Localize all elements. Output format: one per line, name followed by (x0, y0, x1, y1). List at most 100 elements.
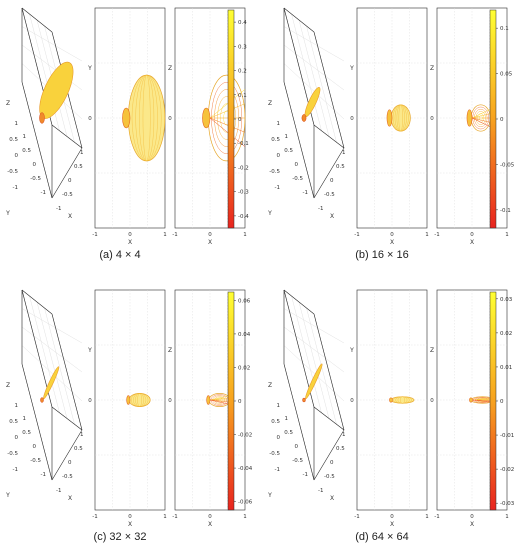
iso-grid-line (306, 25, 337, 143)
colorbar-tick-label: -0.05 (500, 162, 515, 168)
iso-z-tick: 1 (277, 403, 281, 409)
colorbar-tick-label: 0.02 (238, 365, 250, 371)
y-axis-label: Z (430, 347, 434, 354)
x-axis-label: X (390, 239, 394, 246)
iso-y-tick: -1 (41, 190, 46, 196)
x-axis-label: X (128, 239, 132, 246)
lobe-mesh-line (209, 397, 231, 401)
iso-y-tick: -0.5 (292, 458, 303, 464)
y-axis-label: Y (87, 347, 92, 354)
iso-frame-edge (51, 313, 83, 431)
colorbar-tick-label: 0.04 (238, 332, 251, 338)
view-xy: -1 0 1 X Y 0 (87, 289, 167, 528)
iso-z-tick: 0 (277, 153, 281, 159)
iso-y-tick: -0.5 (292, 176, 303, 182)
panel-caption: (a) 4 × 4 (99, 249, 140, 261)
colorbar-tick-label: 0.4 (238, 20, 247, 26)
iso-back-lobe (40, 397, 44, 403)
iso-x-label: X (330, 495, 334, 502)
x-tick: 1 (425, 232, 429, 238)
iso-main-lobe (305, 363, 323, 400)
iso-x-tick: -0.5 (62, 192, 73, 198)
iso-grid-line (21, 26, 83, 62)
iso-y-tick: 0 (295, 444, 299, 450)
lobe-mesh-line (471, 117, 491, 128)
iso-z-tick: -0.5 (269, 169, 280, 175)
lobe-mesh-ring (474, 108, 488, 127)
iso-x-tick: 0.5 (336, 164, 345, 170)
y-tick: 0 (350, 116, 354, 122)
iso-grid-line (283, 44, 345, 91)
colorbar: 0.03 0.02 0.01 0 -0.01 -0.02 -0.03 (489, 291, 515, 511)
iso-z-tick: 0 (15, 435, 19, 441)
iso-z-label: Z (6, 382, 10, 389)
colorbar-gradient (227, 291, 235, 511)
colorbar-tick-label: 0.05 (500, 72, 513, 78)
main-lobe (128, 393, 151, 407)
iso-frame-edge (283, 7, 315, 33)
iso-grid-line (21, 326, 83, 373)
iso-frame-edge (313, 429, 345, 481)
back-lobe (386, 109, 393, 127)
iso-x-tick: -0.5 (324, 474, 335, 480)
colorbar-tick-label: -0.2 (238, 165, 249, 171)
iso-grid-line (298, 19, 330, 137)
x-tick: -1 (354, 232, 359, 238)
iso-frame-edge (313, 147, 345, 199)
lobe-mesh-ring (214, 396, 226, 404)
x-tick: 0 (390, 232, 394, 238)
iso-frame-edge (51, 406, 83, 431)
colorbar-tick-label: -0.04 (238, 466, 253, 472)
y-tick: 0 (350, 398, 354, 404)
colorbar-tick-label: -0.1 (238, 141, 249, 147)
iso-y-tick: 0.5 (22, 430, 31, 436)
iso-grid-line (283, 63, 345, 120)
iso-z-tick: 0.5 (9, 419, 18, 425)
iso-frame-edge (283, 289, 315, 315)
back-lobe (202, 107, 211, 129)
x-tick: 0 (390, 514, 394, 520)
lobe-mesh-line (471, 117, 491, 123)
iso-main-lobe (43, 366, 60, 400)
iso-grid-line (36, 301, 68, 419)
x-tick: 0 (470, 232, 474, 238)
lobe-mesh-ring (131, 74, 162, 162)
x-tick: 1 (163, 232, 167, 238)
y-tick: 0 (88, 398, 92, 404)
iso-z-tick: -1 (275, 185, 280, 191)
colorbar-tick-label: 0.06 (238, 298, 251, 304)
lobe-mesh-ring (475, 111, 486, 125)
iso-x-tick: 1 (342, 150, 346, 156)
colorbar-tick-label: 0.02 (500, 331, 512, 337)
x-tick: 1 (163, 514, 167, 520)
panel-caption: (d) 64 × 64 (355, 531, 409, 543)
lobe-mesh-ring (217, 96, 236, 140)
x-tick: 0 (470, 514, 474, 520)
back-lobe (469, 397, 473, 403)
iso-x-tick: -0.5 (324, 192, 335, 198)
iso-z-label: Z (6, 100, 10, 107)
view-xz: -1 0 1 X Z 0 (168, 289, 247, 528)
panel-caption: (b) 16 × 16 (355, 249, 409, 261)
iso-x-tick: 0.5 (74, 446, 83, 452)
iso-z-tick: -1 (13, 467, 18, 473)
iso-frame-edge (21, 7, 53, 33)
colorbar-gradient (489, 291, 497, 511)
lobe-mesh-line (209, 103, 246, 119)
colorbar-tick-label: -0.4 (238, 214, 249, 220)
x-tick: -1 (92, 232, 97, 238)
back-lobe (466, 109, 473, 127)
iso-x-tick: -1 (56, 206, 61, 212)
iso-x-tick: 1 (80, 150, 84, 156)
iso-z-tick: -0.5 (269, 451, 280, 457)
lobe-mesh-ring (212, 395, 227, 405)
back-lobe (389, 397, 393, 403)
x-tick: -1 (172, 232, 177, 238)
iso-grid-line (21, 44, 83, 91)
view-xz: -1 0 1 X Z 0 (430, 7, 509, 246)
iso-frame-edge (51, 429, 83, 481)
